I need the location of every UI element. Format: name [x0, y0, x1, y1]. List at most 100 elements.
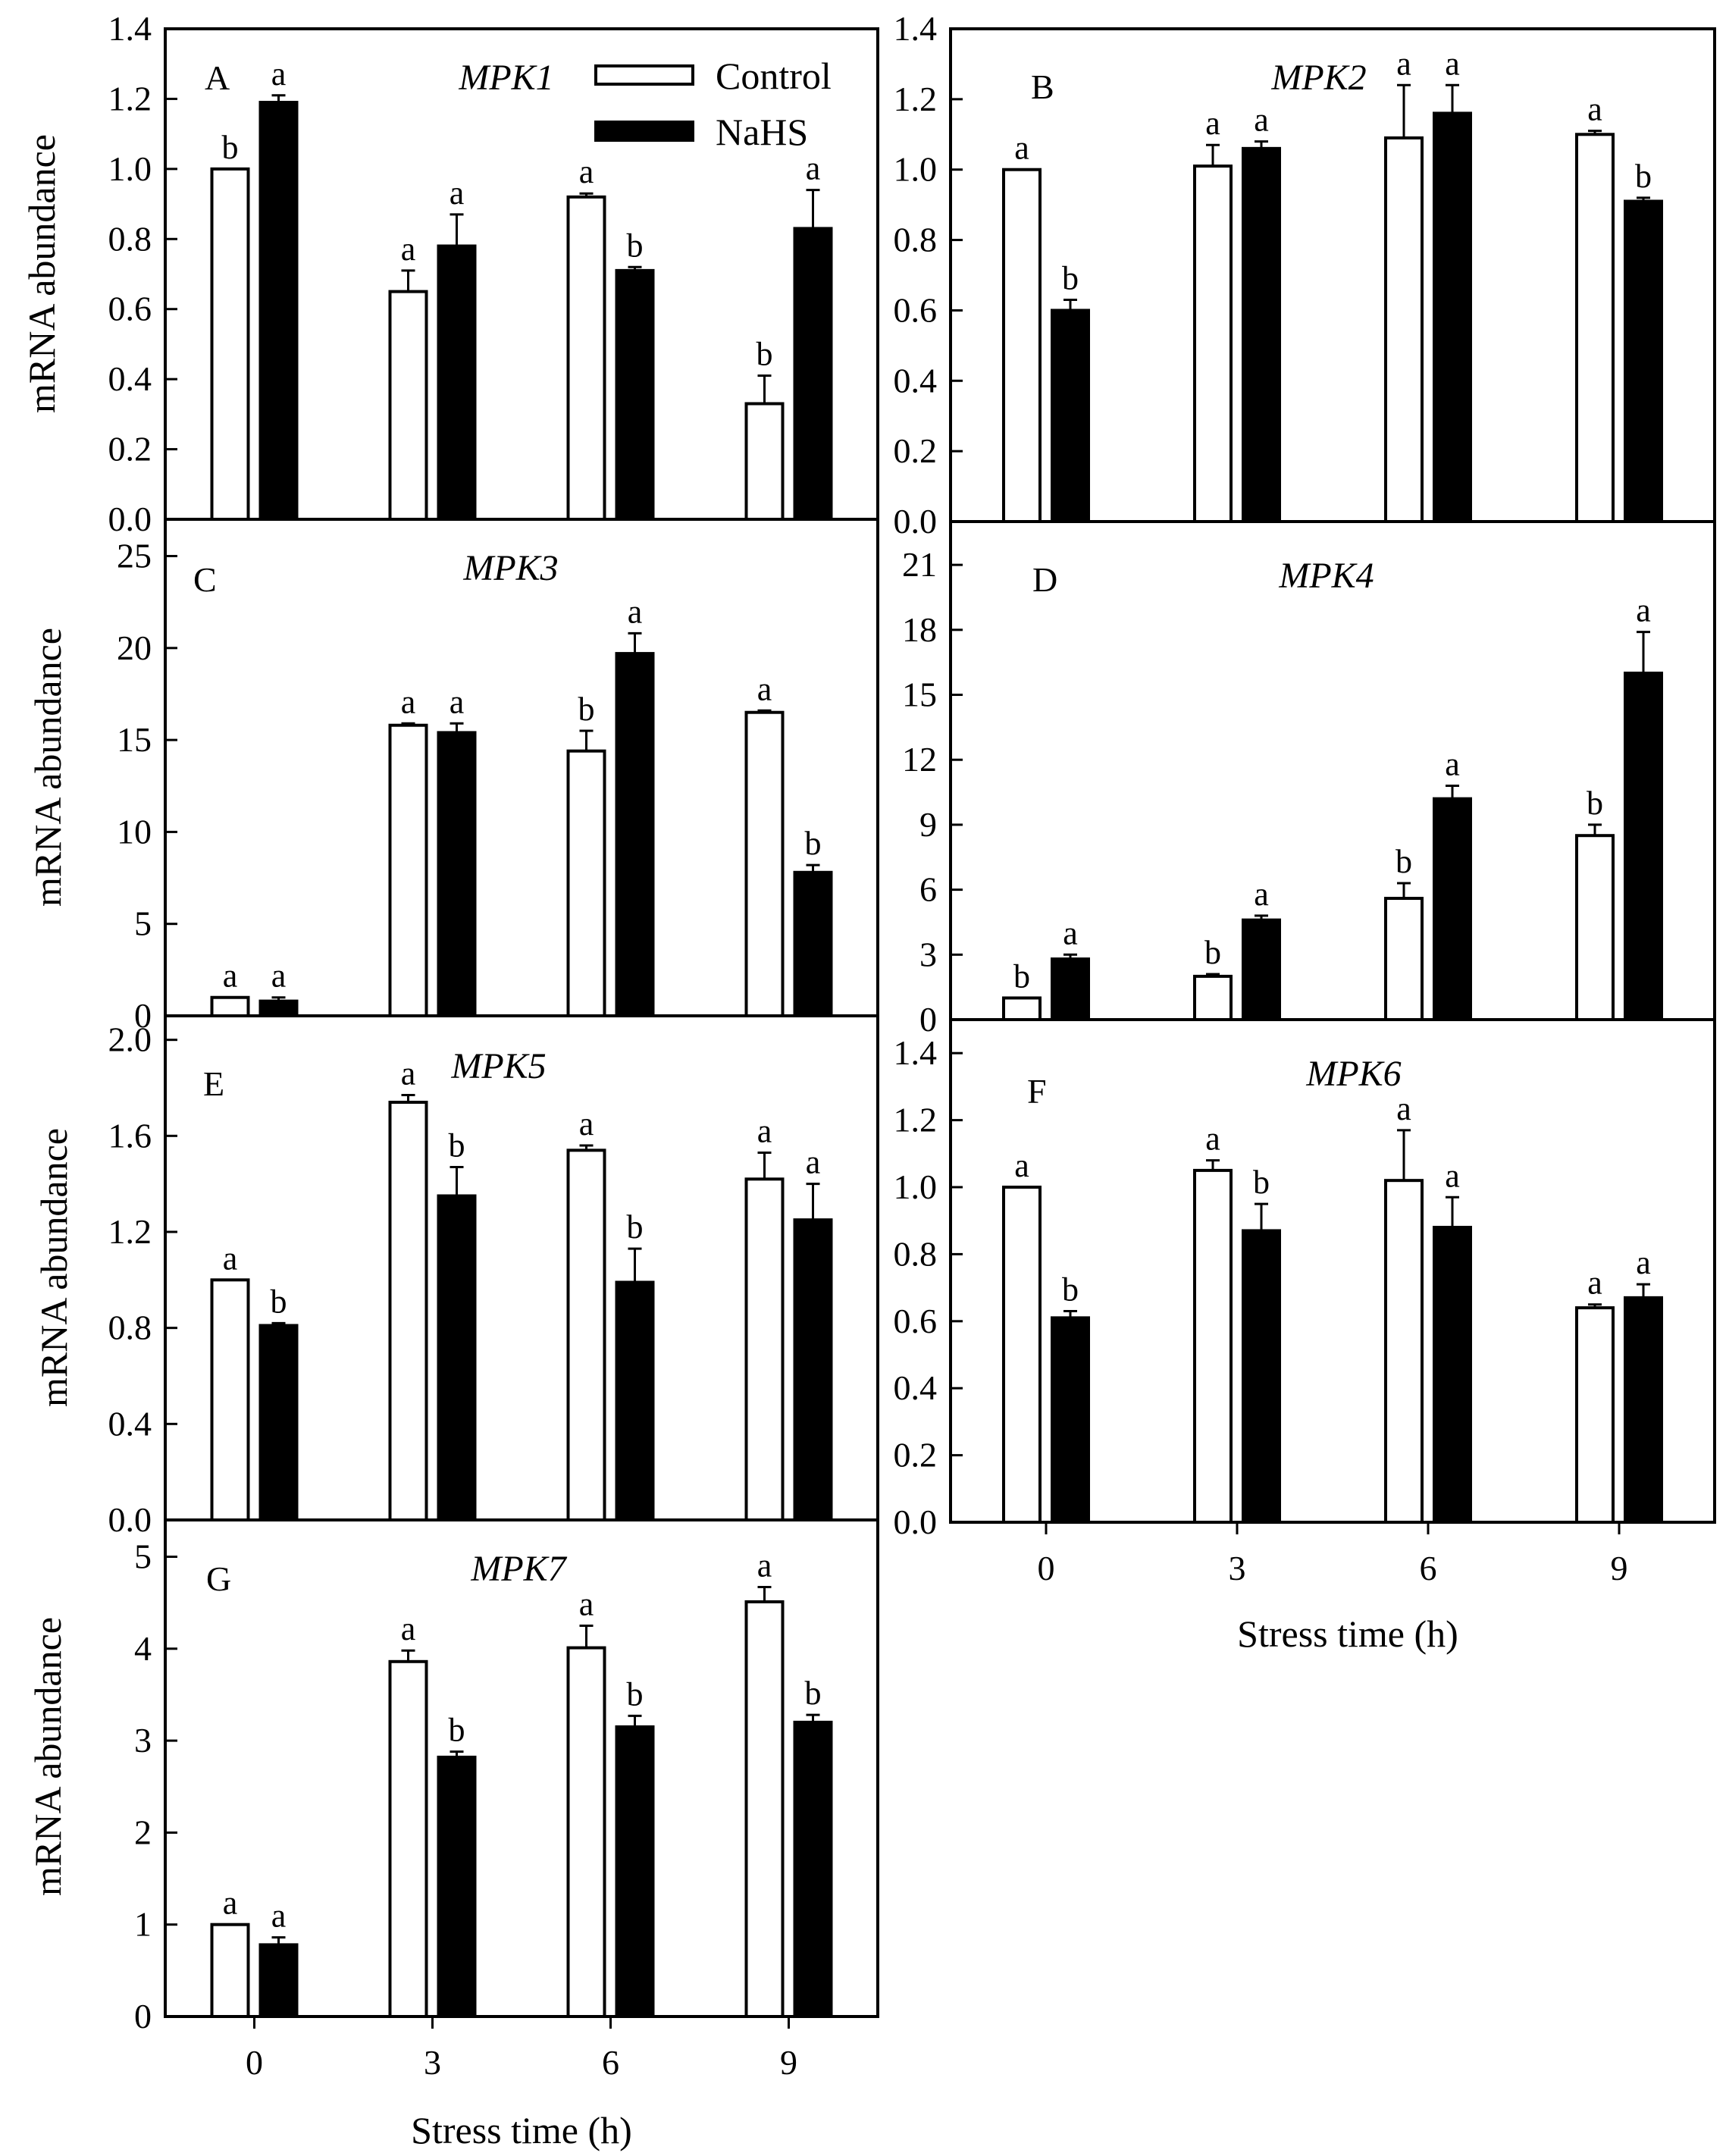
panel-b: 0.00.20.40.60.81.01.21.4 aba aa aab B MPK2: [894, 9, 1716, 541]
bar-control: [1575, 1306, 1615, 1524]
significance-letter: a: [579, 1105, 594, 1142]
bar-nahs: [615, 1280, 655, 1521]
bar-nahs: [1051, 1316, 1090, 1524]
significance-letter: b: [1204, 934, 1221, 971]
significance-letter: b: [271, 1283, 287, 1320]
significance-letter: a: [1396, 1090, 1411, 1127]
y-tick-label: 1.2: [108, 79, 152, 118]
panel-f-title: MPK6: [1305, 1054, 1401, 1094]
bar-nahs: [615, 652, 655, 1017]
y-tick-label: 0.2: [894, 1436, 938, 1474]
y-tick-label: 0.0: [894, 1503, 938, 1541]
y-tick-label: 1.0: [894, 150, 938, 189]
panel-c-yticks: 0 5 10 15 20 25: [117, 537, 177, 1035]
x-tick-label: 6: [1420, 1549, 1437, 1587]
bar-nahs: [1051, 957, 1090, 1021]
significance-letter: a: [1445, 745, 1460, 782]
bar-control: [744, 402, 785, 521]
bar-control: [1193, 1168, 1233, 1525]
y-tick-label: 3: [919, 935, 937, 973]
y-tick-label: 5: [134, 904, 152, 943]
bar-control: [566, 1149, 606, 1522]
y-tick-label: 0.8: [894, 1234, 938, 1273]
x-tick-label: 0: [1038, 1549, 1055, 1587]
bar-nahs: [615, 1725, 655, 2019]
panel-f-frame: [949, 1018, 1716, 1524]
significance-letter: a: [1014, 130, 1029, 167]
x-tick-label: 3: [424, 2043, 441, 2082]
y-tick-label: 0.2: [894, 431, 938, 470]
x-tick-label: 6: [602, 2043, 619, 2082]
significance-letter: a: [579, 1585, 594, 1622]
bar-nahs: [615, 268, 655, 521]
y-tick-label: 1.2: [894, 80, 938, 118]
y-tick-label: 1.2: [108, 1212, 152, 1251]
y-tick-label: 1.0: [894, 1167, 938, 1206]
panel-e-letter: E: [203, 1064, 224, 1103]
bar-nahs: [1242, 146, 1281, 523]
panel-b-yticks: 0.0 0.2 0.4 0.6 0.8 1.0 1.2 1.4: [894, 9, 963, 541]
bar-nahs: [437, 731, 477, 1017]
panel-c-title: MPK3: [462, 548, 558, 588]
panel-a-ylabel: mRNA abundance: [20, 134, 63, 413]
panel-d-yticks: 0 3 6 9 12 15 18 21: [902, 545, 963, 1039]
significance-letter: a: [628, 593, 643, 630]
significance-letter: a: [1205, 105, 1220, 142]
significance-letter: a: [450, 174, 465, 212]
bar-nahs: [793, 1218, 833, 1521]
bar-nahs: [1624, 1296, 1663, 1524]
significance-letter: a: [223, 1885, 238, 1922]
bar-control: [566, 195, 606, 521]
x-tick-label: 9: [780, 2043, 797, 2082]
y-tick-label: 0.8: [108, 219, 152, 258]
y-tick-label: 0.6: [108, 290, 152, 328]
y-tick-label: 6: [919, 870, 937, 909]
bar-control: [744, 1600, 785, 2018]
legend: Control NaHS: [594, 55, 832, 153]
significance-letter: b: [1062, 260, 1079, 297]
significance-letter: a: [806, 1144, 821, 1181]
bar-control: [744, 710, 785, 1017]
y-tick-label: 5: [134, 1537, 152, 1576]
panel-c-ylabel: mRNA abundance: [27, 628, 69, 907]
x-tick-label: 0: [246, 2043, 263, 2082]
significance-letter: b: [578, 691, 595, 728]
bar-nahs: [437, 244, 477, 521]
significance-letter: a: [1396, 45, 1411, 82]
significance-letter: a: [1636, 592, 1651, 629]
panel-d-letter: D: [1032, 560, 1057, 599]
bar-control: [388, 1101, 428, 1521]
y-tick-label: 20: [117, 628, 152, 667]
bar-control: [210, 167, 250, 521]
significance-letter: a: [401, 230, 416, 268]
bar-nahs: [437, 1194, 477, 1521]
significance-letter: a: [1254, 102, 1269, 139]
panel-a-title: MPK1: [458, 58, 553, 98]
y-tick-label: 0.6: [894, 1302, 938, 1340]
panel-g-xlabel: Stress time (h): [411, 2109, 632, 2151]
significance-letter: a: [1205, 1120, 1220, 1158]
x-tick-label: 3: [1229, 1549, 1246, 1587]
bar-control: [566, 749, 606, 1018]
bar-control: [1384, 1179, 1424, 1525]
bar-nahs: [437, 1755, 477, 2018]
bar-control: [388, 1659, 428, 2019]
panel-b-title: MPK2: [1270, 58, 1366, 98]
panel-e-yticks: 0.0 0.4 0.8 1.2 1.6 2.0: [108, 1020, 177, 1539]
significance-letter: b: [756, 336, 773, 373]
y-tick-label: 0.4: [894, 1368, 938, 1407]
significance-letter: b: [1635, 158, 1652, 195]
bar-nahs: [793, 227, 833, 521]
y-tick-label: 0.0: [894, 502, 938, 541]
bar-nahs: [1433, 111, 1472, 523]
significance-letter: a: [401, 1055, 416, 1092]
panel-g-yticks: 0 1 2 3 4 5: [134, 1537, 177, 2035]
significance-letter: a: [223, 1239, 238, 1277]
significance-letter: a: [806, 150, 821, 187]
y-tick-label: 0.4: [108, 1404, 152, 1443]
